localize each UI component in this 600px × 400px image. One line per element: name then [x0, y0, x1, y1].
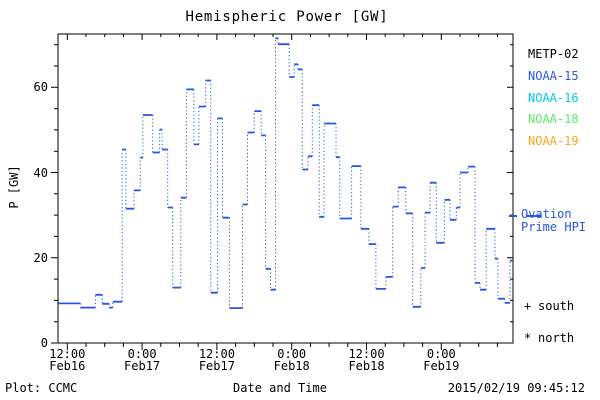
x-tick-label: 0:00 Feb18	[273, 347, 310, 373]
x-tick-time: 12:00	[198, 347, 235, 361]
y-tick-label: 40	[33, 165, 48, 180]
y-tick-label: 20	[33, 250, 48, 265]
legend-item-noaa-16: NOAA-16	[528, 90, 579, 105]
legend-south-label: south	[538, 299, 575, 313]
x-tick-label: 12:00 Feb16	[49, 347, 86, 373]
x-tick-time: 12:00	[49, 347, 86, 361]
satellite-legend: METP-02 NOAA-15 NOAA-16 NOAA-18 NOAA-19	[528, 44, 579, 153]
plot-credit: Plot: CCMC	[5, 381, 78, 395]
plot-frame	[57, 33, 514, 344]
x-tick-time: 0:00	[426, 347, 456, 361]
x-tick-time: 0:00	[277, 347, 307, 361]
x-tick-time: 12:00	[348, 347, 385, 361]
x-axis-label: Date and Time	[233, 381, 327, 395]
chart-title: Hemispheric Power [GW]	[185, 9, 389, 25]
x-tick-label: 12:00 Feb17	[198, 347, 235, 373]
legend-item-noaa-18: NOAA-18	[528, 112, 579, 127]
x-tick-date: Feb18	[273, 358, 310, 373]
x-tick-date: Feb18	[348, 358, 385, 373]
x-tick-date: Feb16	[49, 358, 86, 373]
legend-north: * north	[524, 331, 574, 345]
x-tick-date: Feb17	[124, 358, 161, 373]
legend-item-metp-02: METP-02	[528, 47, 579, 61]
hpi-step-line-horizontals	[58, 37, 513, 309]
legend-north-label: north	[538, 331, 575, 345]
major-ticks	[51, 34, 513, 350]
timestamp: 2015/02/19 09:45:12	[447, 381, 585, 395]
x-tick-label: 12:00 Feb18	[348, 347, 385, 373]
x-tick-date: Feb19	[423, 358, 460, 373]
x-tick-time: 0:00	[127, 347, 157, 361]
y-tick-label: 60	[33, 80, 48, 95]
ovation-legend-label: Ovation Prime HPI	[521, 207, 587, 234]
legend-item-noaa-19: NOAA-19	[528, 134, 579, 148]
x-tick-label: 0:00 Feb17	[124, 347, 161, 373]
x-tick-label: 0:00 Feb19	[423, 347, 460, 373]
legend-item-noaa-15: NOAA-15	[528, 68, 579, 83]
plus-marker-icon: +	[524, 299, 532, 313]
minor-ticks	[54, 34, 513, 347]
y-tick-label: 0	[40, 336, 48, 350]
x-tick-date: Feb17	[198, 358, 235, 373]
hpi-step-line-verticals	[79, 38, 511, 309]
asterisk-marker-icon: *	[524, 331, 532, 345]
legend-south: + south	[524, 299, 574, 313]
